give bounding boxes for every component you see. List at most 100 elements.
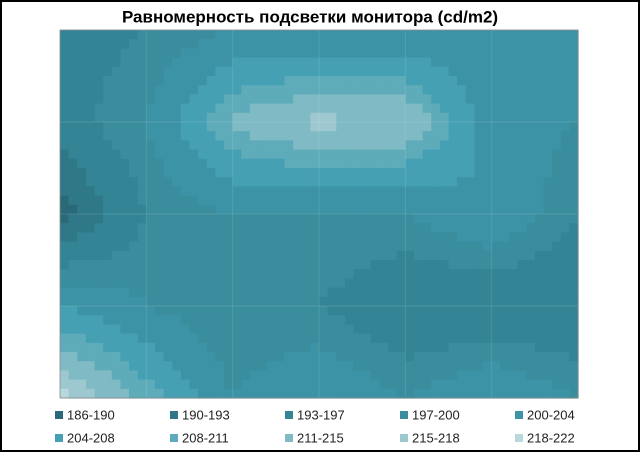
contour-fill	[405, 140, 415, 151]
contour-fill	[405, 333, 415, 344]
contour-fill	[388, 287, 398, 298]
contour-fill	[413, 195, 424, 206]
contour-fill	[336, 48, 346, 59]
contour-fill	[370, 333, 381, 344]
contour-fill	[267, 214, 277, 224]
contour-fill	[120, 232, 130, 243]
contour-fill	[422, 140, 432, 151]
contour-fill	[310, 287, 320, 298]
contour-fill	[379, 260, 389, 270]
contour-fill	[111, 324, 122, 335]
contour-fill	[137, 361, 147, 371]
contour-fill	[405, 158, 415, 169]
contour-fill	[275, 379, 286, 390]
contour-fill	[319, 94, 329, 105]
contour-fill	[526, 214, 536, 224]
contour-fill	[517, 241, 527, 252]
contour-fill	[353, 342, 363, 353]
contour-fill	[483, 324, 493, 335]
contour-fill	[431, 103, 441, 114]
contour-fill	[146, 94, 156, 105]
contour-fill	[353, 361, 363, 371]
contour-fill	[215, 85, 225, 95]
contour-fill	[483, 48, 493, 59]
contour-fill	[491, 379, 501, 390]
contour-fill	[465, 287, 475, 298]
plot-border	[59, 29, 579, 399]
contour-fill	[172, 370, 182, 381]
contour-fill	[517, 140, 527, 151]
contour-fill	[543, 324, 553, 335]
contour-fill	[500, 223, 510, 233]
contour-fill	[275, 232, 286, 243]
contour-fill	[137, 324, 147, 335]
contour-fill	[180, 296, 191, 307]
contour-fill	[474, 76, 484, 86]
contour-fill	[439, 112, 450, 123]
contour-fill	[517, 342, 527, 353]
contour-fill	[543, 112, 553, 123]
contour-fill	[319, 361, 329, 371]
contour-fill	[552, 112, 562, 123]
contour-fill	[379, 223, 389, 233]
contour-fill	[370, 296, 381, 307]
contour-fill	[215, 269, 225, 279]
contour-fill	[163, 76, 173, 86]
contour-fill	[94, 370, 104, 381]
contour-fill	[569, 214, 579, 224]
contour-fill	[552, 214, 562, 224]
contour-fill	[241, 287, 251, 298]
contour-fill	[534, 324, 545, 335]
contour-fill	[258, 306, 268, 316]
contour-fill	[215, 315, 225, 325]
contour-fill	[526, 76, 536, 86]
contour-fill	[396, 112, 406, 123]
contour-fill	[474, 342, 484, 353]
contour-fill	[439, 287, 450, 298]
contour-fill	[163, 85, 173, 95]
contour-fill	[344, 296, 355, 307]
contour-fill	[388, 214, 398, 224]
contour-fill	[85, 112, 96, 123]
contour-fill	[448, 379, 458, 390]
contour-fill	[60, 48, 70, 59]
contour-fill	[68, 149, 78, 160]
contour-fill	[560, 112, 570, 123]
contour-fill	[111, 342, 122, 353]
contour-fill	[439, 352, 450, 362]
contour-fill	[224, 122, 234, 132]
contour-fill	[60, 260, 70, 270]
contour-fill	[534, 122, 545, 132]
contour-fill	[120, 361, 130, 371]
contour-fill	[413, 131, 424, 141]
contour-fill	[457, 140, 467, 151]
contour-fill	[224, 66, 234, 77]
contour-fill	[569, 140, 579, 151]
contour-fill	[146, 232, 156, 243]
contour-fill	[560, 131, 570, 141]
contour-fill	[474, 388, 484, 399]
contour-fill	[465, 296, 475, 307]
contour-fill	[60, 232, 70, 243]
contour-fill	[232, 232, 242, 243]
contour-fill	[491, 57, 501, 68]
contour-fill	[224, 30, 234, 40]
contour-fill	[85, 195, 96, 206]
contour-fill	[163, 296, 173, 307]
contour-fill	[396, 352, 406, 362]
contour-fill	[336, 361, 346, 371]
contour-fill	[344, 158, 355, 169]
contour-fill	[465, 57, 475, 68]
contour-fill	[163, 39, 173, 49]
contour-fill	[413, 223, 424, 233]
contour-fill	[353, 260, 363, 270]
contour-fill	[249, 177, 260, 187]
contour-fill	[258, 168, 268, 178]
contour-fill	[560, 250, 570, 261]
contour-fill	[431, 342, 441, 353]
contour-fill	[94, 223, 104, 233]
contour-fill	[129, 214, 139, 224]
contour-fill	[189, 379, 199, 390]
contour-fill	[267, 39, 277, 49]
contour-fill	[60, 306, 70, 316]
